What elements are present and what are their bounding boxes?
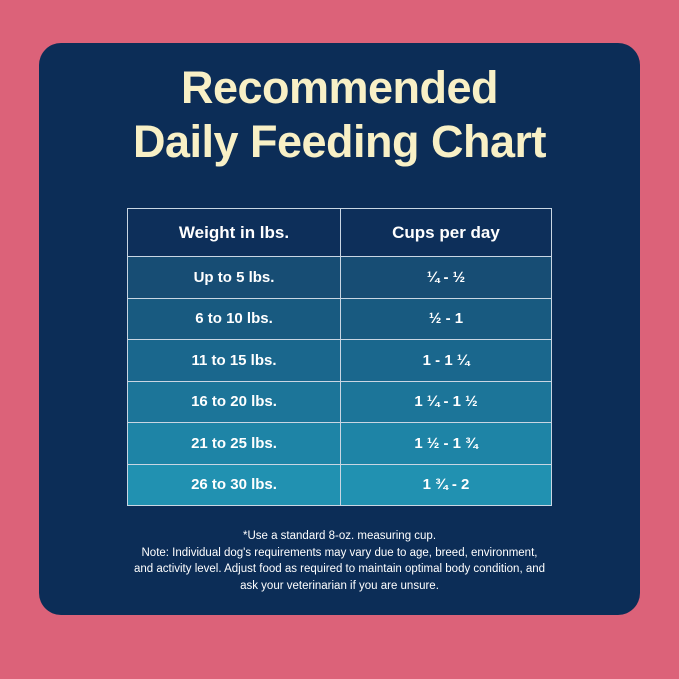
table-row: Up to 5 lbs. ¼ - ½ [127, 256, 552, 299]
weight-cell: Up to 5 lbs. [127, 256, 341, 299]
cups-cell: ½ - 1 [340, 297, 552, 340]
feeding-table: Weight in lbs. Cups per day Up to 5 lbs.… [127, 208, 552, 506]
weight-cell: 6 to 10 lbs. [127, 297, 341, 340]
note-line: Note: Individual dog's requirements may … [141, 546, 538, 559]
weight-cell: 21 to 25 lbs. [127, 422, 341, 465]
cups-cell: 1 - 1 ¼ [340, 339, 552, 382]
cups-cell: 1 ¼ - 1 ½ [340, 380, 552, 423]
weight-cell: 26 to 30 lbs. [127, 463, 341, 506]
cups-cell: ¼ - ½ [340, 256, 552, 299]
cups-cell: 1 ½ - 1 ¾ [340, 422, 552, 465]
cups-cell: 1 ¾ - 2 [340, 463, 552, 506]
table-row: 21 to 25 lbs. 1 ½ - 1 ¾ [127, 422, 552, 465]
weight-cell: 11 to 15 lbs. [127, 339, 341, 382]
header-weight: Weight in lbs. [127, 208, 341, 257]
note-line: ask your veterinarian if you are unsure. [240, 579, 439, 592]
feeding-chart-panel: Recommended Daily Feeding Chart Weight i… [39, 43, 640, 615]
note-line: *Use a standard 8-oz. measuring cup. [242, 530, 437, 542]
title-line-2: Daily Feeding Chart [132, 116, 547, 167]
table-row: 16 to 20 lbs. 1 ¼ - 1 ½ [127, 380, 552, 423]
title-line-1: Recommended [180, 62, 499, 113]
table-header-row: Weight in lbs. Cups per day [127, 208, 552, 257]
page-title: Recommended Daily Feeding Chart [39, 61, 640, 169]
table-row: 11 to 15 lbs. 1 - 1 ¼ [127, 339, 552, 382]
header-cups: Cups per day [340, 208, 552, 257]
weight-cell: 16 to 20 lbs. [127, 380, 341, 423]
note-line: and activity level. Adjust food as requi… [133, 563, 546, 575]
footnote: *Use a standard 8-oz. measuring cup. Not… [39, 528, 640, 594]
table-row: 26 to 30 lbs. 1 ¾ - 2 [127, 463, 552, 506]
table-row: 6 to 10 lbs. ½ - 1 [127, 297, 552, 340]
